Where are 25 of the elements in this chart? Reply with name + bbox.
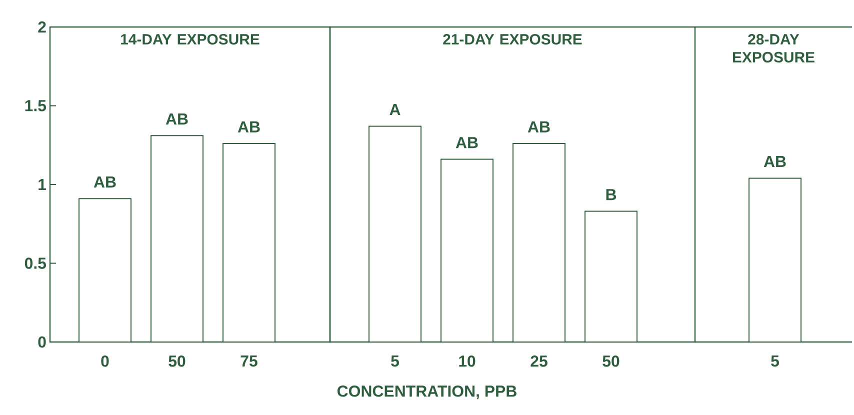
data-label: AB	[238, 121, 260, 132]
x-tick-label: 0	[101, 356, 109, 367]
data-label: AB	[166, 114, 188, 124]
data-label: AB	[764, 156, 786, 167]
y-tick-label: 2	[38, 21, 46, 33]
x-tick-label: 5	[771, 356, 779, 367]
data-label: AB	[528, 121, 550, 132]
x-tick-label: 5	[391, 356, 399, 367]
x-axis-title: CONCENTRATION, PPB	[337, 386, 516, 400]
data-label: AB	[456, 137, 478, 148]
x-tick-label: 75	[240, 356, 258, 367]
y-tick-label: 0	[38, 336, 46, 348]
x-tick-label: 50	[168, 356, 186, 367]
data-label: AB	[94, 176, 116, 188]
x-tick-label: 25	[530, 356, 548, 367]
text: 28-DAY EXPOSURE	[732, 34, 814, 62]
y-tick-label: 0.5	[24, 258, 46, 269]
x-tick-label: 10	[459, 356, 476, 367]
chart-title: 14-DAY EXPOSURE	[121, 34, 260, 45]
y-tick-label: 1	[38, 179, 46, 190]
y-tick-label: 1.5	[25, 100, 46, 112]
data-label: A	[390, 104, 400, 116]
x-tick-label: 50	[602, 356, 620, 367]
chart-title: 21-DAY EXPOSURE	[443, 34, 582, 45]
data-label: B	[606, 189, 616, 200]
